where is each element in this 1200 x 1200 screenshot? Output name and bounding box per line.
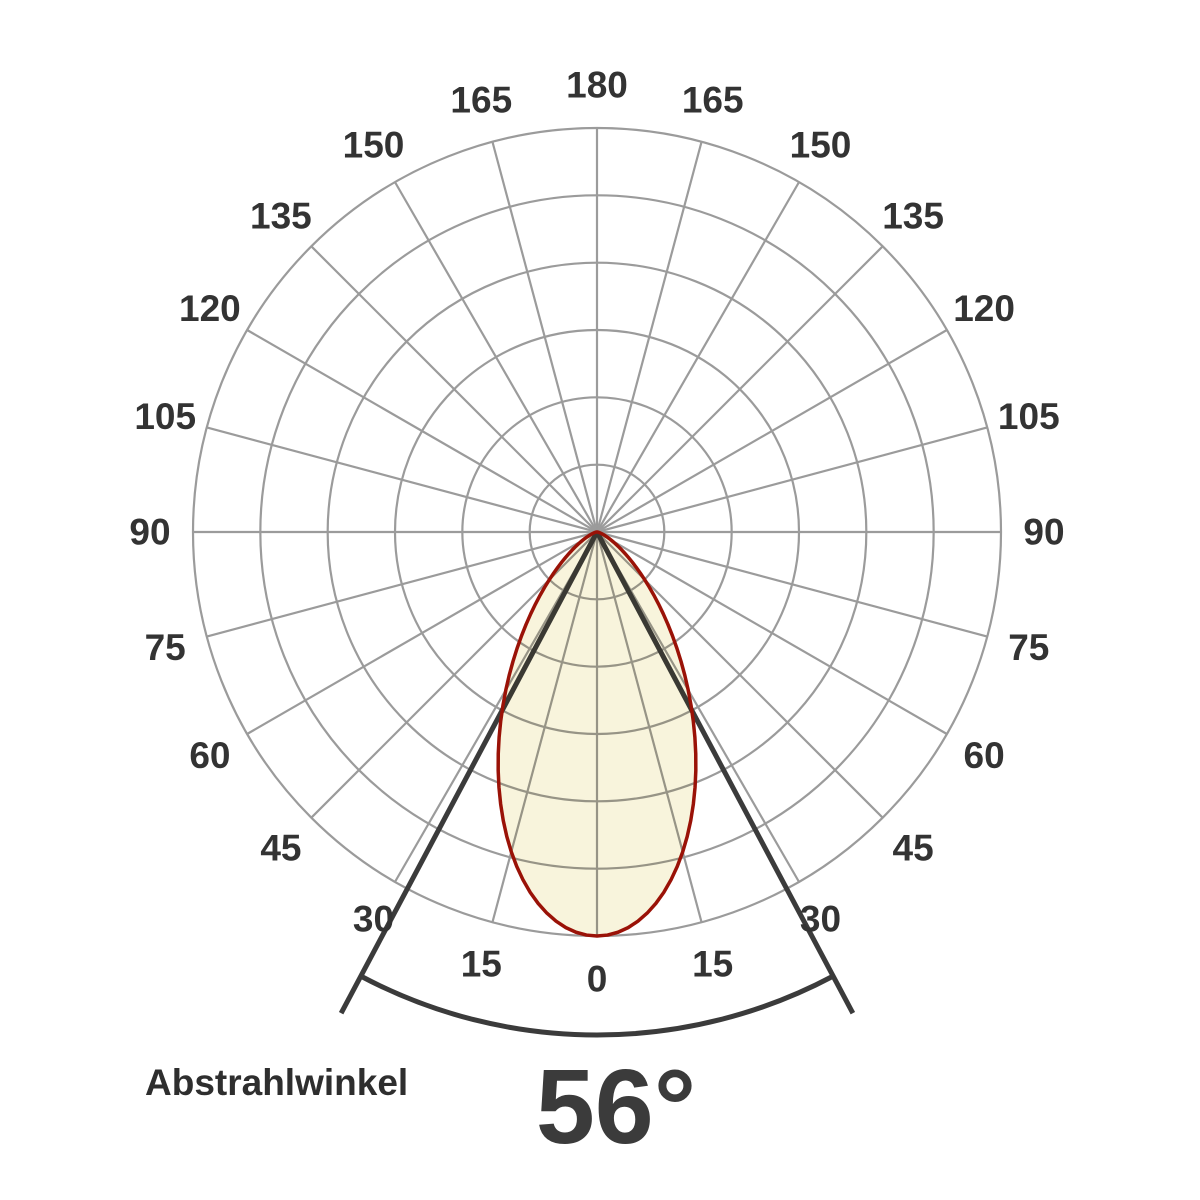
angle-tick-label: 135 [250,195,312,236]
beam-angle-value: 56° [536,1048,696,1166]
angle-tick-label: 120 [179,288,241,329]
angle-tick-labels: 0 15 15 30 30 45 45 60 60 75 75 90 90 105 105 120 120 135… [129,65,1064,1000]
angle-tick-label: 165 [450,80,512,121]
beam-angle-arc-path [359,973,835,1038]
angle-tick-label: 75 [145,627,186,668]
angle-tick-label: 90 [129,512,170,553]
angle-tick-label: 180 [566,65,628,106]
beam-angle-arc [359,973,835,1038]
angle-tick-label: 75 [1008,627,1049,668]
angle-tick-label: 60 [189,735,230,776]
beam-lobe-fill [498,532,696,936]
angle-tick-label: 45 [893,828,934,869]
angle-tick-label: 105 [134,396,196,437]
beam-angle-caption: Abstrahlwinkel [145,1062,408,1103]
angle-tick-label: 15 [692,943,733,984]
angle-tick-label: 0 [587,959,608,1000]
angle-tick-label: 90 [1023,512,1064,553]
angle-tick-label: 120 [953,288,1015,329]
beam-lobe [496,530,698,938]
angle-tick-label: 30 [353,899,394,940]
angle-tick-label: 105 [998,396,1060,437]
angle-tick-label: 60 [964,735,1005,776]
angle-tick-label: 15 [461,943,502,984]
angle-tick-label: 165 [682,80,744,121]
angle-tick-label: 150 [790,124,852,165]
angle-tick-label: 150 [343,124,405,165]
angle-tick-label: 30 [800,899,841,940]
angle-tick-label: 135 [882,195,944,236]
angle-tick-label: 45 [260,828,301,869]
beam-lobe-outline [496,530,698,938]
